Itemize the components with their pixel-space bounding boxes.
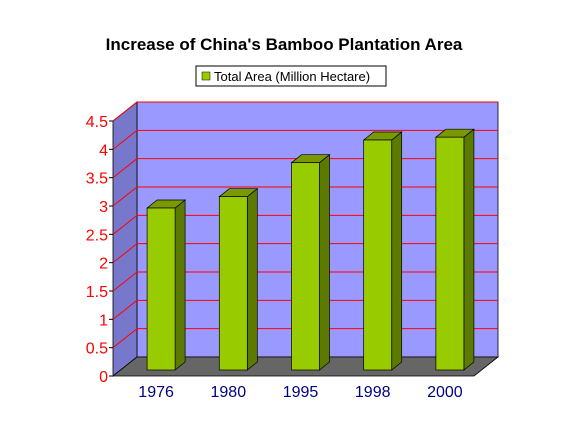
bar: [362, 131, 403, 371]
bar: [290, 153, 331, 371]
bar-front: [218, 196, 248, 371]
x-axis: 1976 1980 1995 1998 2000: [138, 384, 462, 401]
y-tick-label: 4: [99, 142, 108, 159]
bars: [146, 128, 475, 371]
bar-front: [435, 136, 465, 371]
y-tick-label: 2: [99, 256, 108, 273]
y-tick-label: 3.5: [86, 171, 108, 188]
legend-box: [195, 65, 387, 87]
x-tick-label: 1980: [211, 384, 247, 401]
bar-side: [246, 187, 258, 371]
x-tick-label: 1998: [355, 384, 391, 401]
bar-front: [146, 207, 176, 371]
bar-side: [391, 131, 403, 371]
chart-title: Increase of China's Bamboo Plantation Ar…: [106, 35, 463, 54]
bar: [434, 128, 475, 371]
y-tick-label: 0.5: [86, 341, 108, 358]
plot-side-wall: [112, 101, 138, 377]
legend-swatch: [201, 71, 211, 81]
bar-side: [463, 128, 475, 371]
bar-front: [291, 162, 320, 371]
y-axis: 0 0.5 1 1.5 2 2.5 3 3.5 4 4.5: [86, 114, 113, 386]
gridline: [112, 101, 498, 122]
bar: [146, 199, 187, 371]
y-tick-label: 1: [99, 312, 108, 329]
bar-front: [363, 139, 393, 371]
y-tick-label: 3: [99, 199, 108, 216]
y-tick-label: 4.5: [86, 114, 108, 131]
bar-side: [319, 153, 330, 371]
bar-side: [174, 199, 186, 371]
x-tick-label: 1976: [138, 384, 174, 401]
y-tick-label: 0: [99, 369, 108, 386]
legend: Total Area (Million Hectare): [195, 65, 387, 87]
legend-label: Total Area (Million Hectare): [214, 69, 370, 84]
bar: [218, 187, 259, 371]
y-tick-label: 1.5: [86, 284, 108, 301]
x-tick-label: 1995: [283, 384, 319, 401]
x-tick-label: 2000: [427, 384, 463, 401]
gridline: [112, 129, 498, 150]
y-tick-label: 2.5: [86, 227, 108, 244]
